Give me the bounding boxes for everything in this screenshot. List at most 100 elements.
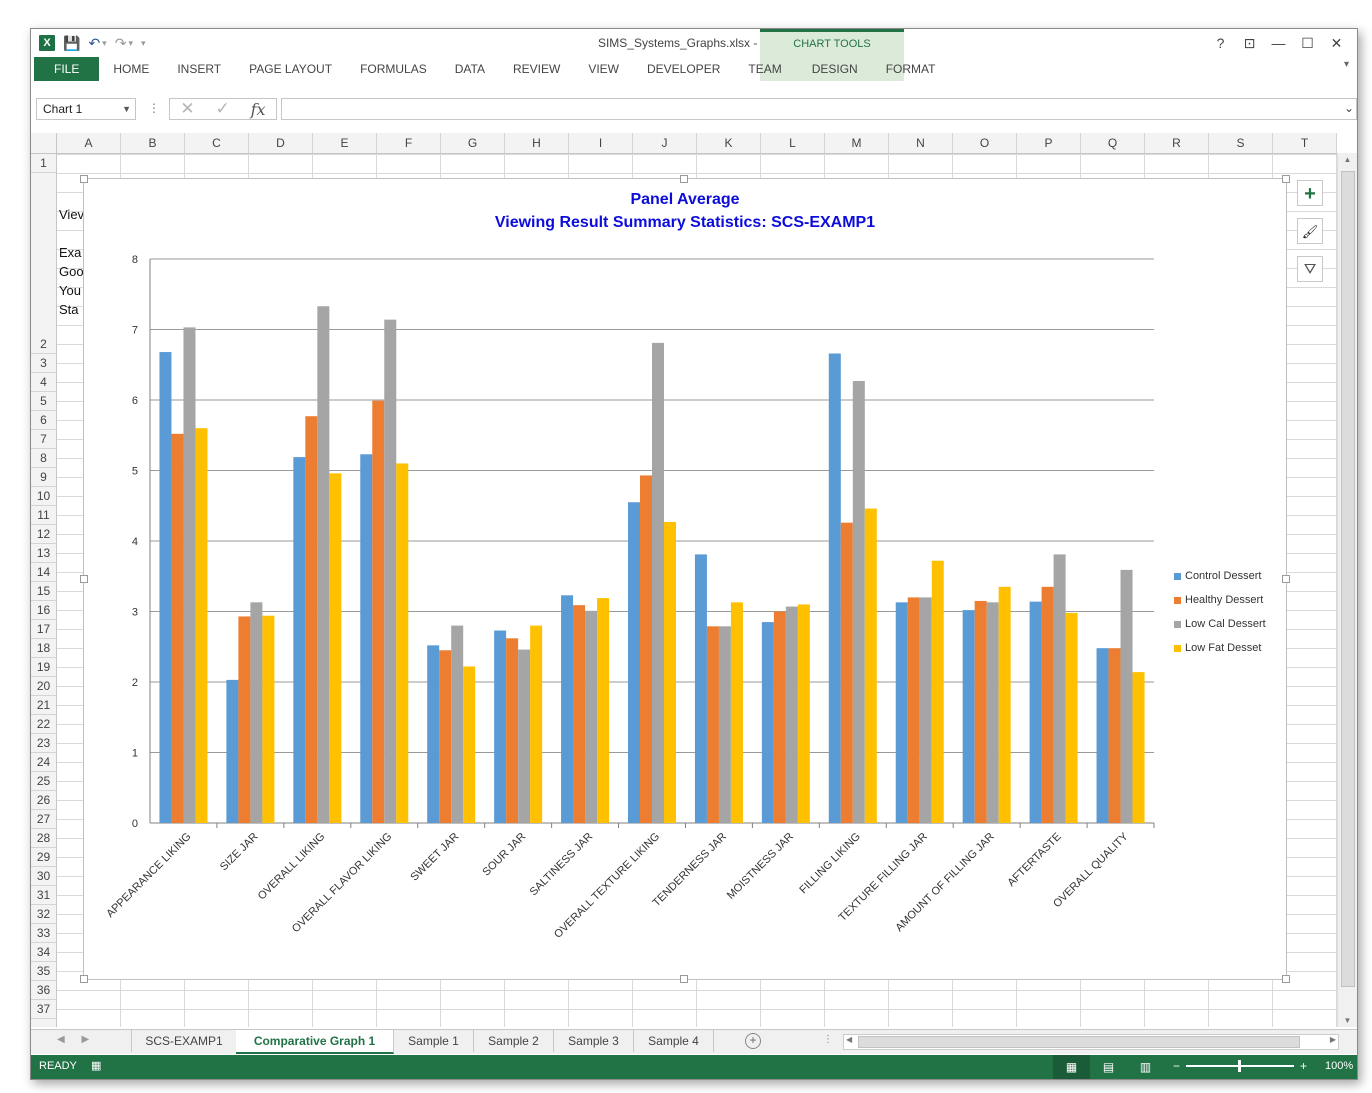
resize-handle[interactable]: [80, 575, 88, 583]
zoom-slider[interactable]: [1186, 1060, 1295, 1072]
row-header[interactable]: 6: [31, 411, 56, 430]
row-header[interactable]: 2: [31, 314, 56, 354]
row-header[interactable]: 26: [31, 791, 56, 810]
select-all-corner[interactable]: [31, 133, 57, 153]
undo-dropdown-icon[interactable]: ▾: [102, 38, 107, 48]
expand-formula-bar-icon[interactable]: ⌄: [1343, 101, 1354, 115]
column-header[interactable]: G: [441, 133, 505, 153]
previous-sheet-icon[interactable]: ◀: [57, 1034, 65, 1045]
bar[interactable]: [1053, 554, 1066, 823]
column-header[interactable]: O: [953, 133, 1017, 153]
row-header[interactable]: 3: [31, 354, 56, 373]
bar[interactable]: [628, 502, 640, 823]
column-header[interactable]: H: [505, 133, 569, 153]
column-header[interactable]: R: [1145, 133, 1209, 153]
vertical-scroll-thumb[interactable]: [1341, 171, 1355, 987]
bar[interactable]: [396, 463, 409, 823]
column-header[interactable]: C: [185, 133, 249, 153]
tab-review[interactable]: REVIEW: [512, 62, 561, 76]
chart-object[interactable]: Panel Average Viewing Result Summary Sta…: [83, 178, 1287, 980]
zoom-in-icon[interactable]: +: [1300, 1059, 1308, 1073]
formula-bar-splitter-icon[interactable]: ⋮: [148, 101, 160, 115]
row-header[interactable]: 23: [31, 734, 56, 753]
undo-icon[interactable]: ↶: [88, 35, 101, 51]
scroll-right-icon[interactable]: ▶: [1329, 1035, 1336, 1044]
resize-handle[interactable]: [80, 175, 88, 183]
bar[interactable]: [974, 600, 987, 823]
tab-view[interactable]: VIEW: [588, 62, 619, 76]
row-header[interactable]: 9: [31, 468, 56, 487]
row-header[interactable]: 30: [31, 867, 56, 886]
bar[interactable]: [293, 457, 306, 823]
column-header[interactable]: I: [569, 133, 633, 153]
bar[interactable]: [1096, 648, 1109, 823]
row-header[interactable]: 27: [31, 810, 56, 829]
minimize-icon[interactable]: —: [1271, 35, 1286, 51]
bar[interactable]: [640, 475, 652, 823]
column-header[interactable]: E: [313, 133, 377, 153]
tab-page-layout[interactable]: PAGE LAYOUT: [249, 62, 333, 76]
enter-icon[interactable]: ✓: [215, 99, 230, 118]
column-header[interactable]: A: [57, 133, 121, 153]
bar[interactable]: [317, 306, 330, 823]
sheet-tab-sample-4[interactable]: Sample 4: [634, 1030, 714, 1052]
bar[interactable]: [1108, 648, 1121, 823]
tab-format[interactable]: FORMAT: [885, 62, 936, 76]
bar[interactable]: [250, 602, 263, 823]
tab-formulas[interactable]: FORMULAS: [360, 62, 427, 76]
row-header[interactable]: 7: [31, 430, 56, 449]
sheet-tab-comparative-graph-1[interactable]: Comparative Graph 1: [236, 1030, 394, 1054]
bar[interactable]: [962, 610, 975, 823]
column-header[interactable]: D: [249, 133, 313, 153]
name-box[interactable]: Chart 1 ▼: [36, 98, 136, 120]
column-header[interactable]: K: [697, 133, 761, 153]
page-break-view-icon[interactable]: ▥: [1139, 1060, 1152, 1074]
legend-item[interactable]: Low Fat Desset: [1174, 636, 1266, 660]
scroll-left-icon[interactable]: ◀: [846, 1035, 853, 1044]
zoom-slider-knob[interactable]: [1238, 1060, 1242, 1072]
sheet-tab-sample-2[interactable]: Sample 2: [474, 1030, 554, 1052]
maximize-icon[interactable]: ☐: [1301, 35, 1314, 51]
bar[interactable]: [518, 649, 531, 823]
customize-qat-icon[interactable]: ▾: [140, 38, 146, 48]
bar[interactable]: [195, 428, 208, 823]
row-header[interactable]: 31: [31, 886, 56, 905]
chart-legend[interactable]: Control Dessert Healthy Dessert Low Cal De…: [1174, 564, 1266, 660]
formula-input[interactable]: ⌄: [281, 98, 1357, 120]
bar[interactable]: [718, 626, 731, 823]
column-header[interactable]: P: [1017, 133, 1081, 153]
save-icon[interactable]: 💾: [63, 35, 81, 51]
record-macro-icon[interactable]: ▦: [91, 1060, 102, 1072]
legend-item[interactable]: Control Dessert: [1174, 564, 1266, 588]
zoom-level[interactable]: 100%: [1325, 1060, 1354, 1072]
row-header[interactable]: 17: [31, 620, 56, 639]
resize-handle[interactable]: [80, 975, 88, 983]
row-header[interactable]: 10: [31, 487, 56, 506]
tab-data[interactable]: DATA: [454, 62, 485, 76]
new-sheet-icon[interactable]: +: [745, 1033, 761, 1049]
scroll-up-icon[interactable]: ▲: [1343, 155, 1352, 164]
resize-handle[interactable]: [1282, 175, 1290, 183]
tab-developer[interactable]: DEVELOPER: [647, 62, 721, 76]
row-header[interactable]: 1: [31, 154, 56, 173]
bar[interactable]: [840, 522, 853, 823]
row-header[interactable]: 32: [31, 905, 56, 924]
help-icon[interactable]: ?: [1216, 35, 1225, 51]
chart-subtitle[interactable]: Viewing Result Summary Statistics: SCS-E…: [494, 214, 876, 231]
horizontal-scroll-thumb[interactable]: [858, 1036, 1300, 1048]
chart-styles-button[interactable]: 🖌: [1297, 218, 1323, 244]
redo-icon[interactable]: ↷: [114, 35, 127, 51]
row-header[interactable]: 18: [31, 639, 56, 658]
resize-handle[interactable]: [1282, 575, 1290, 583]
bar[interactable]: [907, 597, 920, 823]
bar[interactable]: [852, 380, 865, 823]
bar[interactable]: [262, 615, 275, 823]
row-header[interactable]: 22: [31, 715, 56, 734]
column-header[interactable]: S: [1209, 133, 1273, 153]
row-header[interactable]: 4: [31, 373, 56, 392]
bar[interactable]: [226, 679, 239, 823]
row-header[interactable]: 24: [31, 753, 56, 772]
bar[interactable]: [998, 586, 1011, 823]
row-header[interactable]: 16: [31, 601, 56, 620]
